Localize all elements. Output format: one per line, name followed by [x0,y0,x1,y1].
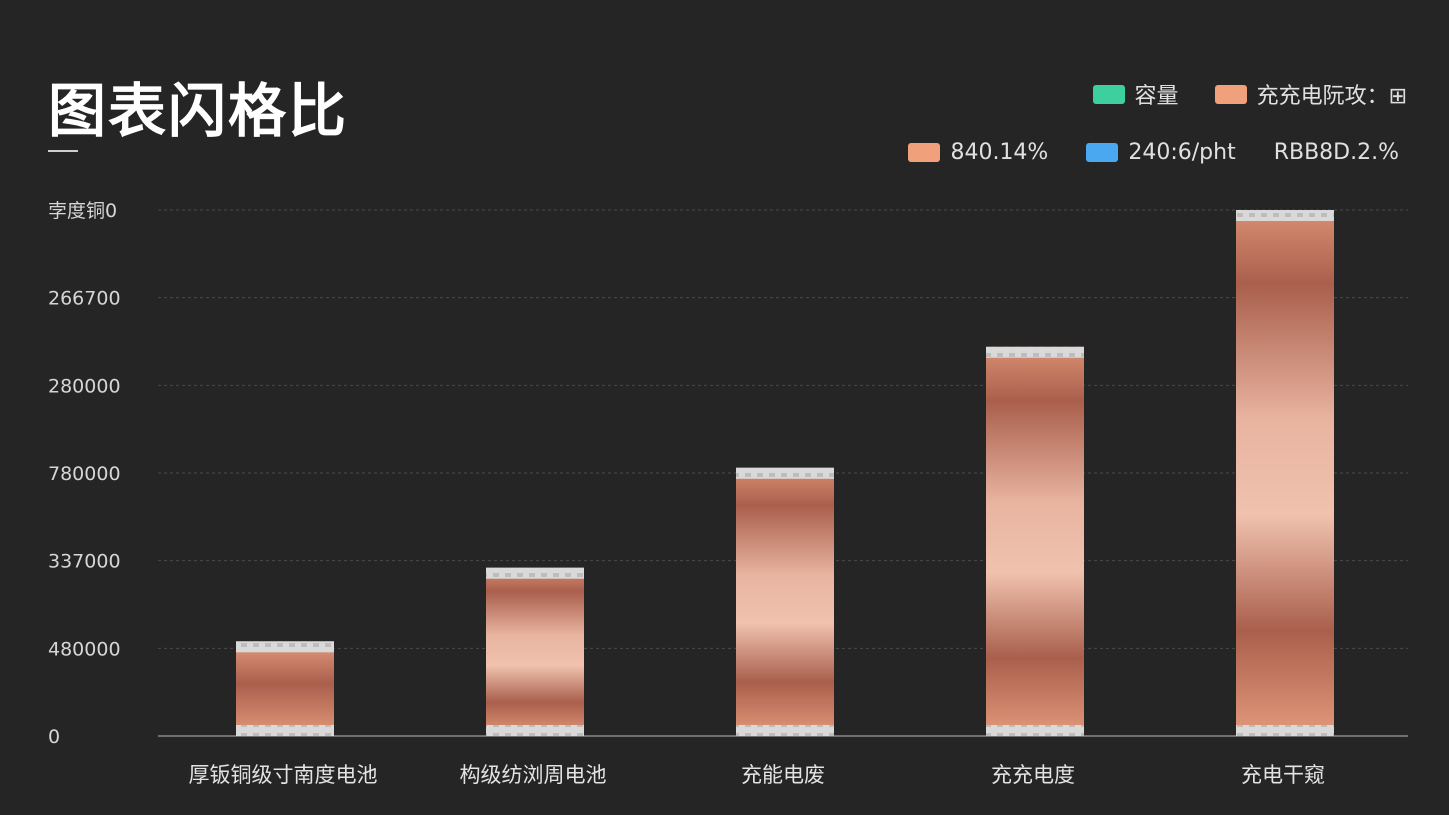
legend-swatch-capacity [1092,84,1125,104]
legend-label-rate: 240:6/pht [1128,140,1236,165]
bar-body [236,641,334,736]
bar [486,567,584,736]
title-underline [48,150,78,152]
legend-item-percent-a[interactable]: 840.14% [908,140,1048,165]
y-tick-label: 0 [48,726,60,748]
legend-swatch-charge [1214,84,1247,104]
x-category-label: 充能电废 [741,763,825,787]
bar-top-cap [986,346,1084,358]
x-category-label: 厚钣铜级寸南度电池 [189,763,378,787]
bar-bottom-cap [1236,725,1334,736]
bar [1236,210,1334,736]
y-tick-label: 280000 [48,375,121,397]
legend-item-charge[interactable]: 充充电阮攻：⊞ [1214,78,1407,110]
bar-body [1236,210,1334,736]
bar-top-cap [236,641,334,653]
bar-body [736,467,834,736]
y-tick-label: 337000 [48,551,121,573]
bar [986,346,1084,736]
legend-item-rate[interactable]: 240:6/pht [1086,140,1236,165]
y-tick-label: 266700 [48,288,121,310]
bar-bottom-cap [236,725,334,736]
bar [236,641,334,736]
y-tick-label: 780000 [48,463,121,485]
bar-body [986,346,1084,736]
legend-swatch-percent-a [908,143,941,162]
x-category-label: 充充电度 [991,763,1075,787]
x-category-label: 充电干窥 [1241,763,1325,787]
bar-top-cap [486,567,584,579]
legend-label-capacity: 容量 [1134,84,1179,109]
legend-item-capacity[interactable]: 容量 [1092,78,1179,110]
x-category-label: 构级纺浏周电池 [460,763,607,787]
legend-secondary: 840.14% 240:6/pht RBB8D.2.% [908,140,1399,165]
legend-label-percent-b: RBB8D.2.% [1273,140,1399,165]
bar-body [486,567,584,736]
y-tick-label: 480000 [48,638,121,660]
bar [736,467,834,736]
legend-label-charge: 充充电阮攻：⊞ [1256,84,1407,109]
bar-bottom-cap [486,725,584,736]
legend-primary: 容量 充充电阮攻：⊞ [1092,78,1407,110]
bar-bottom-cap [986,725,1084,736]
bar-top-cap [736,467,834,479]
legend-item-percent-b[interactable]: RBB8D.2.% [1274,140,1399,165]
bar-bottom-cap [736,725,834,736]
y-tick-label: 孛度铜0 [48,200,117,222]
legend-label-percent-a: 840.14% [950,140,1049,165]
chart-title: 图表闪格比 [48,77,349,145]
bar-top-cap [1236,210,1334,221]
legend-swatch-rate [1086,143,1119,162]
